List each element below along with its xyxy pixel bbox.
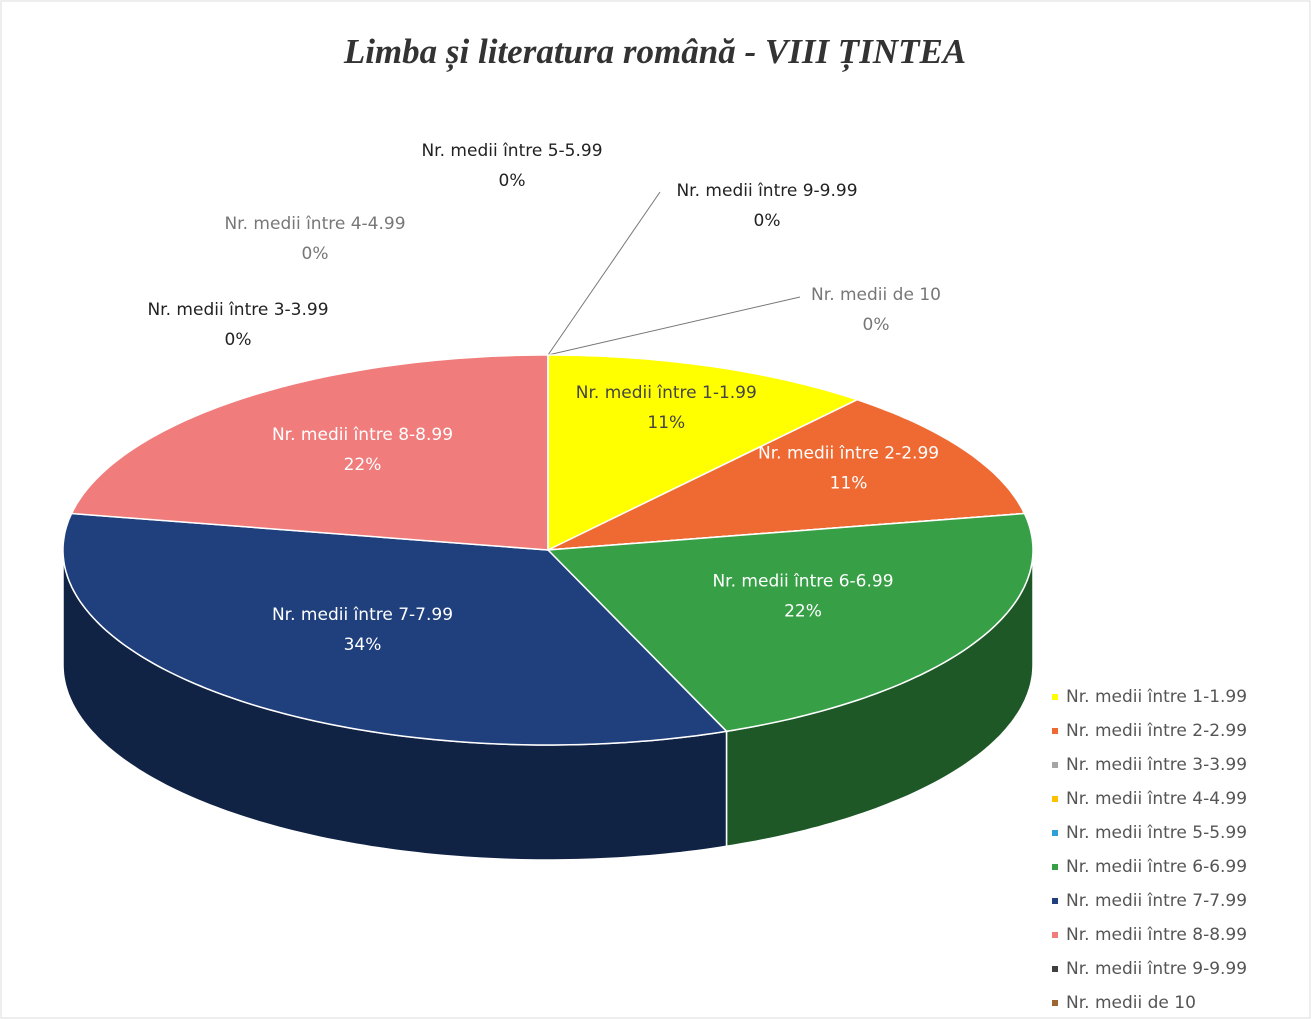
legend-label: Nr. medii între 7-7.99 xyxy=(1066,891,1247,911)
data-label-value: 0% xyxy=(754,211,781,231)
slice xyxy=(546,512,1034,733)
data-label-value: 22% xyxy=(344,455,382,475)
data-label-name: Nr. medii de 10 xyxy=(811,285,941,305)
legend-marker xyxy=(1052,1000,1058,1006)
leader-line xyxy=(547,191,661,356)
legend-marker xyxy=(1052,728,1058,734)
data-label-name: Nr. medii între 3-3.99 xyxy=(147,300,328,320)
data-label-value: 0% xyxy=(499,171,526,191)
legend-label: Nr. medii între 4-4.99 xyxy=(1066,789,1247,809)
data-label-name: Nr. medii între 8-8.99 xyxy=(272,425,453,445)
legend-label: Nr. medii de 10 xyxy=(1066,993,1196,1013)
legend-marker xyxy=(1052,932,1058,938)
data-label-name: Nr. medii între 9-9.99 xyxy=(676,181,857,201)
leader-line xyxy=(547,296,801,356)
data-label-value: 11% xyxy=(647,413,685,433)
legend-label: Nr. medii între 9-9.99 xyxy=(1066,959,1247,979)
slice xyxy=(70,354,549,551)
legend-label: Nr. medii între 5-5.99 xyxy=(1066,823,1247,843)
data-label-value: 34% xyxy=(344,635,382,655)
legend-marker xyxy=(1052,796,1058,802)
legend-label: Nr. medii între 6-6.99 xyxy=(1066,857,1247,877)
data-label-name: Nr. medii între 1-1.99 xyxy=(576,383,757,403)
legend-label: Nr. medii între 2-2.99 xyxy=(1066,721,1247,741)
chart-title: Limba și literatura română - VIII ȚINTEA xyxy=(343,32,966,73)
data-label-value: 0% xyxy=(863,315,890,335)
data-label-name: Nr. medii între 2-2.99 xyxy=(758,444,939,464)
data-label-name: Nr. medii între 5-5.99 xyxy=(421,141,602,161)
legend-marker xyxy=(1052,694,1058,700)
legend-marker xyxy=(1052,864,1058,870)
slice xyxy=(547,398,1026,551)
legend-marker xyxy=(1052,830,1058,836)
slice xyxy=(547,354,860,552)
data-label-name: Nr. medii între 6-6.99 xyxy=(712,571,893,591)
data-label-name: Nr. medii între 7-7.99 xyxy=(272,605,453,625)
legend-label: Nr. medii între 8-8.99 xyxy=(1066,925,1247,945)
slice xyxy=(62,512,729,746)
data-label-value: 0% xyxy=(302,244,329,264)
data-label-name: Nr. medii între 4-4.99 xyxy=(224,214,405,234)
data-label-value: 0% xyxy=(225,330,252,350)
legend-marker xyxy=(1052,898,1058,904)
legend-label: Nr. medii între 3-3.99 xyxy=(1066,755,1247,775)
legend-label: Nr. medii între 1-1.99 xyxy=(1066,687,1247,707)
data-label-value: 22% xyxy=(784,601,822,621)
data-label-value: 11% xyxy=(830,474,868,494)
legend-marker xyxy=(1052,966,1058,972)
legend-marker xyxy=(1052,762,1058,768)
